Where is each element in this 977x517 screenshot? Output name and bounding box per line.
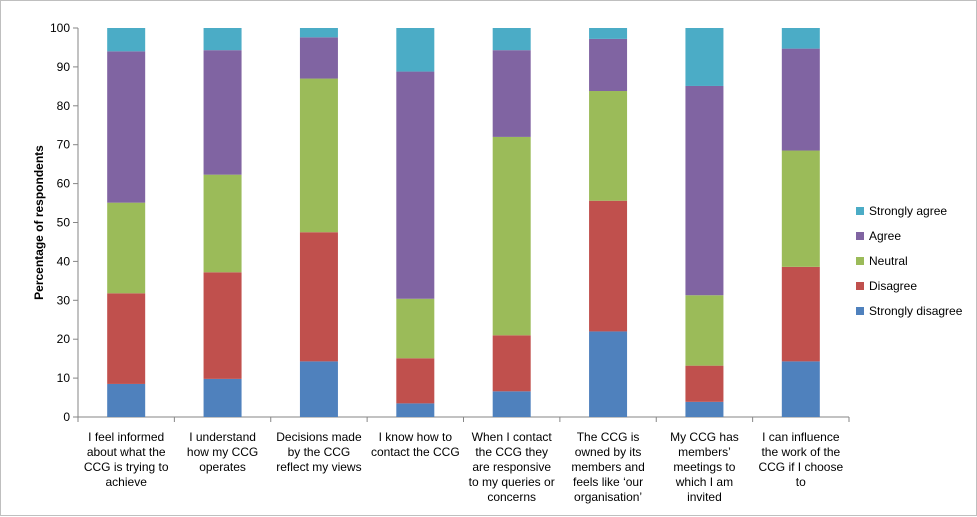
- y-tick-label: 10: [57, 371, 71, 385]
- bar-segment-agree: [589, 38, 628, 92]
- x-category-label: CCG if I choose: [758, 460, 843, 474]
- y-tick-label: 60: [57, 177, 71, 191]
- x-category-label: meetings to: [673, 460, 735, 474]
- bar-segment-strongly-disagree: [107, 383, 146, 417]
- bar-segment-strongly-agree: [781, 28, 820, 49]
- y-tick-label: 30: [57, 293, 71, 307]
- bar-segment-strongly-disagree: [781, 361, 820, 417]
- x-category-label: how my CCG: [187, 445, 258, 459]
- bar-segment-agree: [107, 51, 146, 203]
- bar-segment-neutral: [203, 174, 242, 273]
- x-category-label: The CCG is: [577, 430, 640, 444]
- x-category-label: operates: [199, 460, 246, 474]
- labels-layer: 0 10 20 30 40 50 60 70 80 90 100 Percentage of resp…: [32, 21, 843, 504]
- bar-segment-agree: [299, 37, 338, 79]
- bar-segment-disagree: [492, 335, 531, 392]
- bar-segment-strongly-disagree: [299, 361, 338, 417]
- x-category-label: owned by its: [575, 445, 642, 459]
- y-tick-label: 80: [57, 99, 71, 113]
- bar-segment-strongly-agree: [685, 28, 724, 86]
- y-axis-title: Percentage of respondents: [32, 145, 46, 300]
- bar-segment-strongly-agree: [203, 28, 242, 51]
- bar-segment-strongly-agree: [396, 28, 435, 72]
- legend-label-strongly-agree: Strongly agree: [869, 204, 947, 218]
- x-category-label: My CCG has: [670, 430, 739, 444]
- bar-segment-neutral: [685, 295, 724, 366]
- bar-segment-neutral: [396, 298, 435, 359]
- x-category-label: organisation’: [574, 490, 642, 504]
- x-category-label: reflect my views: [276, 460, 361, 474]
- x-category-label: members and: [571, 460, 644, 474]
- legend-swatch-neutral: [856, 257, 864, 265]
- legend-swatch-strongly-disagree: [856, 307, 864, 315]
- bar-segment-strongly-disagree: [589, 331, 628, 417]
- legend-label-neutral: Neutral: [869, 254, 908, 268]
- legend-label-strongly-disagree: Strongly disagree: [869, 304, 963, 318]
- x-category-label: When I contact: [472, 430, 553, 444]
- x-category-label: I know how to: [379, 430, 453, 444]
- bar-segment-strongly-agree: [589, 28, 628, 39]
- legend-label-agree: Agree: [869, 229, 901, 243]
- x-category-label: I feel informed: [88, 430, 164, 444]
- bar-segment-disagree: [299, 232, 338, 362]
- bar-segment-neutral: [589, 91, 628, 201]
- legend: Strongly agree Agree Neutral Disagree Strong…: [856, 204, 963, 318]
- bar-segment-neutral: [299, 78, 338, 233]
- x-category-label: concerns: [487, 490, 536, 504]
- y-tick-label: 90: [57, 60, 71, 74]
- x-category-label: to my queries or: [469, 475, 555, 489]
- y-tick-label: 40: [57, 254, 71, 268]
- bar-segment-agree: [685, 85, 724, 296]
- legend-swatch-strongly-agree: [856, 207, 864, 215]
- bar-segment-disagree: [396, 358, 435, 404]
- bar-segment-disagree: [781, 266, 820, 362]
- bar-segment-agree: [781, 48, 820, 151]
- bar-segment-strongly-agree: [107, 28, 146, 52]
- y-tick-label: 70: [57, 138, 71, 152]
- bar-segment-strongly-agree: [299, 28, 338, 38]
- bar-segment-disagree: [203, 272, 242, 379]
- axes-layer: [73, 27, 850, 422]
- x-category-label: by the CCG: [288, 445, 351, 459]
- x-category-label: which I am: [675, 475, 733, 489]
- legend-swatch-disagree: [856, 282, 864, 290]
- x-category-label: the work of the: [761, 445, 840, 459]
- bar-segment-disagree: [107, 293, 146, 384]
- bar-segment-strongly-disagree: [492, 391, 531, 417]
- x-category-label: the CCG they: [475, 445, 548, 459]
- x-category-label: members’: [678, 445, 731, 459]
- bar-segment-strongly-disagree: [396, 403, 435, 417]
- y-tick-label: 50: [57, 216, 71, 230]
- bar-segment-agree: [203, 50, 242, 175]
- bar-segment-strongly-disagree: [203, 378, 242, 417]
- bar-segment-agree: [492, 50, 531, 137]
- bar-segment-agree: [396, 71, 435, 299]
- bar-segment-neutral: [492, 136, 531, 336]
- legend-label-disagree: Disagree: [869, 279, 917, 293]
- bar-segment-strongly-agree: [492, 28, 531, 51]
- x-category-label: achieve: [106, 475, 148, 489]
- x-category-label: I understand: [189, 430, 256, 444]
- bar-segment-neutral: [781, 150, 820, 267]
- y-tick-label: 100: [50, 21, 70, 35]
- x-category-label: Decisions made: [276, 430, 362, 444]
- bars-layer: [107, 28, 820, 417]
- bar-segment-disagree: [685, 365, 724, 402]
- bar-segment-strongly-disagree: [685, 401, 724, 417]
- x-category-label: invited: [687, 490, 722, 504]
- x-category-label: to: [796, 475, 806, 489]
- x-category-label: about what the: [87, 445, 166, 459]
- x-category-label: feels like ‘our: [573, 475, 643, 489]
- bar-segment-disagree: [589, 200, 628, 332]
- x-category-label: contact the CCG: [371, 445, 460, 459]
- bar-segment-neutral: [107, 202, 146, 294]
- x-category-label: are responsive: [472, 460, 551, 474]
- x-category-label: I can influence: [762, 430, 840, 444]
- x-category-label: CCG is trying to: [84, 460, 169, 474]
- legend-swatch-agree: [856, 232, 864, 240]
- y-tick-label: 0: [63, 410, 70, 424]
- y-tick-label: 20: [57, 332, 71, 346]
